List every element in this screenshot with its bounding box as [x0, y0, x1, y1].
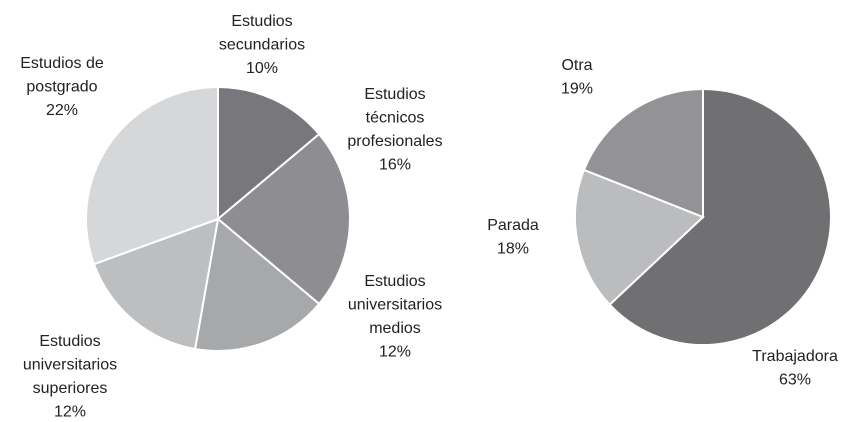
- slice-label: Estudios de postgrado: [20, 55, 104, 96]
- slice-value: 12%: [54, 404, 86, 421]
- slice-value: 63%: [779, 372, 811, 389]
- slice-label: Estudios universitarios medios: [348, 273, 442, 337]
- pie-slice: [582, 87, 704, 219]
- slice-value: 18%: [497, 241, 529, 258]
- pie-slice: [85, 85, 219, 266]
- slice-label: Estudios universitarios superiores: [23, 333, 117, 397]
- slice-value: 12%: [379, 344, 411, 361]
- slice-value: 16%: [379, 157, 411, 174]
- pie-slice: [608, 87, 832, 346]
- pie-slice: [216, 132, 351, 306]
- pie-slice: [217, 85, 321, 222]
- pie-slice: [193, 217, 321, 352]
- pie-slice: [574, 168, 705, 307]
- slice-value: 19%: [561, 81, 593, 98]
- slice-value: 22%: [46, 102, 78, 119]
- slice-value: 10%: [246, 60, 278, 77]
- pie-slice: [92, 217, 220, 351]
- slice-label: Estudios secundarios: [219, 13, 305, 54]
- slice-label: Otra: [561, 57, 592, 74]
- slice-label: Estudios técnicos profesionales: [347, 86, 442, 150]
- slice-label: Parada: [487, 217, 539, 234]
- slice-label: Trabajadora: [752, 348, 838, 365]
